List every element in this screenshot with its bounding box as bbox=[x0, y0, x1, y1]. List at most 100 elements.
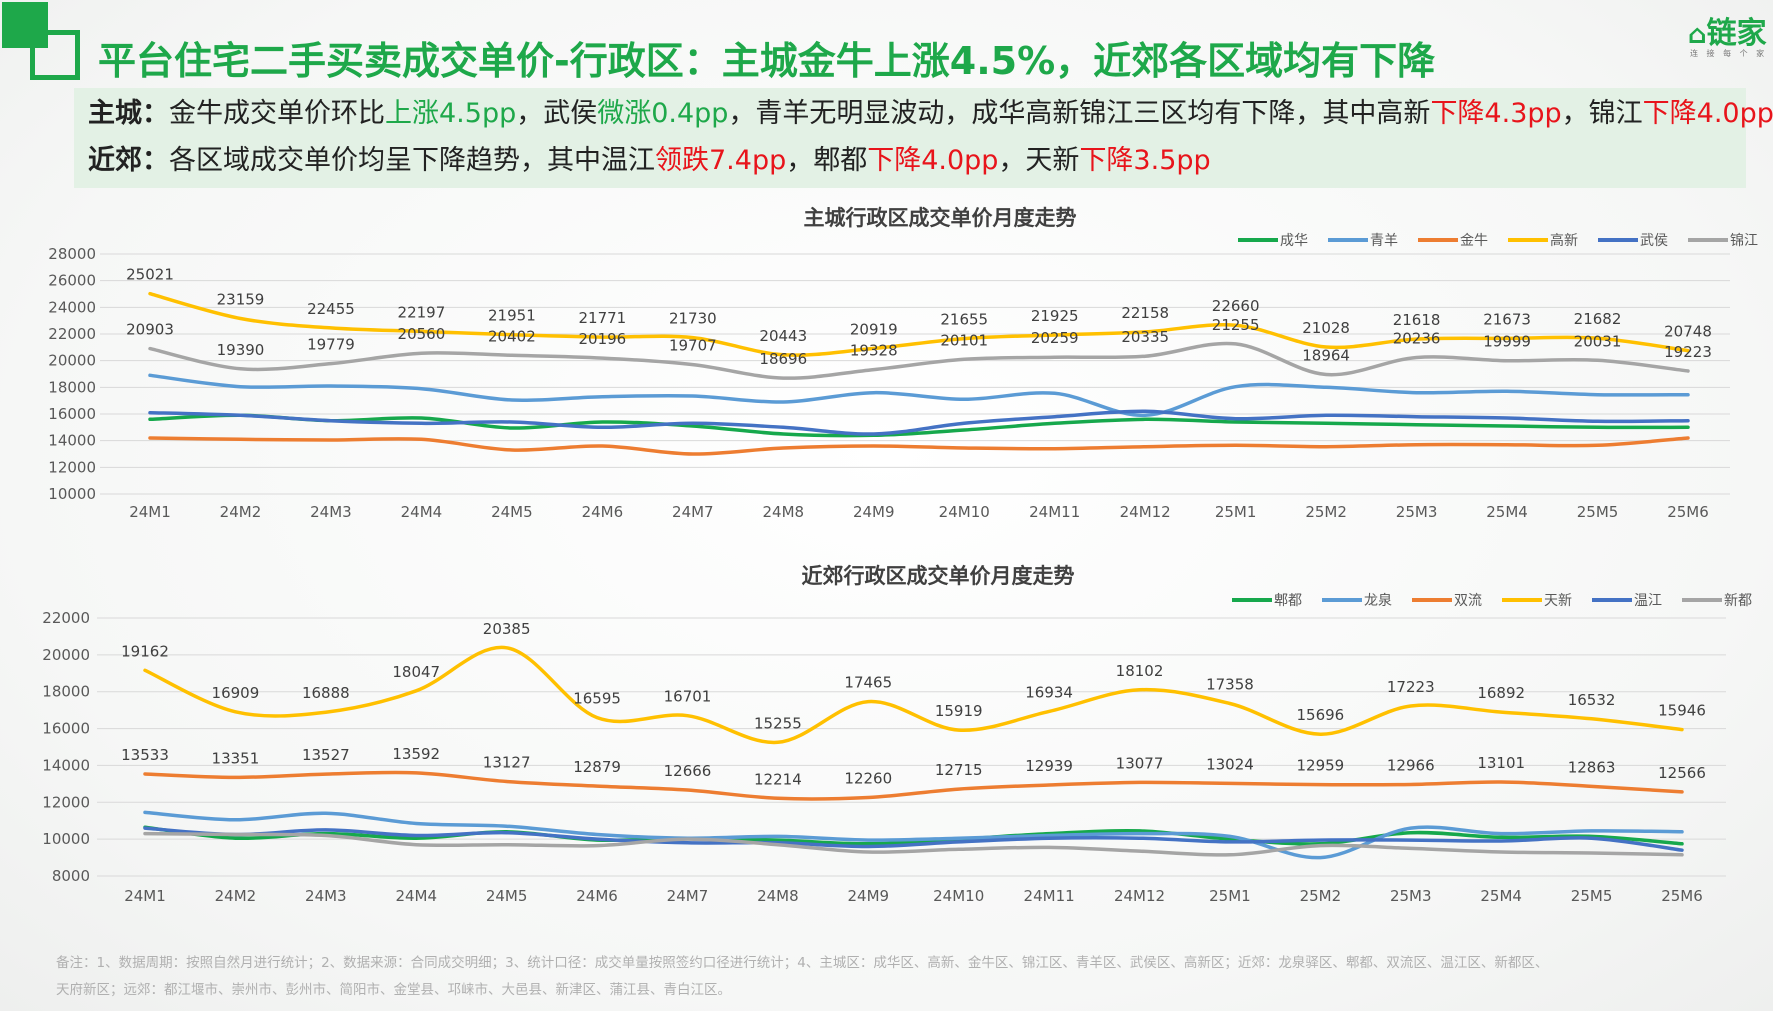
highlight-down: 下降3.5pp bbox=[1079, 145, 1211, 176]
x-tick-label: 25M6 bbox=[1667, 503, 1709, 521]
summary-label: 主城： bbox=[88, 98, 169, 129]
data-label: 16532 bbox=[1568, 691, 1616, 709]
x-tick-label: 25M4 bbox=[1480, 887, 1522, 905]
legend-label: 双流 bbox=[1454, 593, 1482, 609]
y-tick-label: 16000 bbox=[48, 405, 96, 423]
data-label: 12863 bbox=[1568, 758, 1616, 776]
highlight-down: 下降4.0pp bbox=[1642, 98, 1773, 129]
data-label: 19390 bbox=[217, 341, 265, 359]
data-label: 13077 bbox=[1116, 754, 1164, 772]
data-label: 15946 bbox=[1658, 702, 1706, 720]
data-label: 20335 bbox=[1121, 328, 1169, 346]
y-tick-label: 18000 bbox=[42, 683, 90, 701]
series-line bbox=[148, 409, 1690, 436]
data-label: 20903 bbox=[126, 321, 174, 339]
brand-logo: ⌂链家 bbox=[1688, 8, 1767, 52]
y-tick-label: 26000 bbox=[48, 272, 96, 290]
series-line bbox=[148, 413, 1690, 438]
data-label: 16595 bbox=[573, 690, 621, 708]
series-line bbox=[143, 645, 1684, 745]
data-label: 18102 bbox=[1116, 662, 1164, 680]
data-label: 13527 bbox=[302, 746, 350, 764]
y-tick-label: 12000 bbox=[42, 793, 90, 811]
x-tick-label: 25M5 bbox=[1577, 503, 1619, 521]
data-label: 20748 bbox=[1664, 323, 1712, 341]
legend-label: 天新 bbox=[1544, 593, 1572, 609]
data-label: 17358 bbox=[1206, 676, 1254, 694]
data-label: 17465 bbox=[844, 674, 892, 692]
x-tick-label: 25M6 bbox=[1661, 887, 1703, 905]
x-tick-label: 24M2 bbox=[220, 503, 262, 521]
x-tick-label: 24M7 bbox=[672, 503, 714, 521]
x-tick-label: 24M6 bbox=[576, 887, 618, 905]
data-label: 20101 bbox=[940, 331, 988, 349]
highlight-up: 上涨4.5pp bbox=[385, 98, 517, 129]
data-label: 25021 bbox=[126, 266, 174, 284]
data-label: 12666 bbox=[664, 762, 712, 780]
x-tick-label: 24M11 bbox=[1029, 503, 1080, 521]
data-label: 19328 bbox=[850, 342, 898, 360]
data-label: 18696 bbox=[759, 350, 807, 368]
data-label: 16892 bbox=[1477, 684, 1525, 702]
house-icon: ⌂ bbox=[1688, 20, 1707, 50]
x-tick-label: 24M10 bbox=[939, 503, 990, 521]
data-label: 16888 bbox=[302, 684, 350, 702]
x-tick-label: 24M9 bbox=[848, 887, 890, 905]
data-label: 12959 bbox=[1296, 757, 1344, 775]
data-label: 21771 bbox=[578, 309, 626, 327]
data-label: 19162 bbox=[121, 642, 169, 660]
data-label: 19779 bbox=[307, 336, 355, 354]
data-label: 20443 bbox=[759, 327, 807, 345]
data-label: 15919 bbox=[935, 702, 983, 720]
legend-label: 龙泉 bbox=[1364, 592, 1392, 609]
data-label: 12566 bbox=[1658, 764, 1706, 782]
data-label: 15696 bbox=[1296, 706, 1344, 724]
highlight-down: 下降4.0pp bbox=[867, 145, 999, 176]
data-label: 12214 bbox=[754, 770, 802, 788]
legend-label: 温江 bbox=[1634, 593, 1662, 609]
legend-label: 成华 bbox=[1280, 233, 1308, 249]
y-tick-label: 20000 bbox=[48, 352, 96, 370]
legend-label: 新都 bbox=[1724, 593, 1752, 609]
brand-slogan: 连 接 每 个 家 的 故 事 bbox=[1690, 49, 1773, 58]
data-label: 13351 bbox=[212, 749, 260, 767]
x-tick-label: 24M5 bbox=[491, 503, 533, 521]
chart-title: 主城行政区成交单价月度走势 bbox=[804, 206, 1077, 230]
chart-title: 近郊行政区成交单价月度走势 bbox=[802, 564, 1075, 588]
data-label: 13533 bbox=[121, 746, 169, 764]
data-label: 21730 bbox=[669, 310, 717, 328]
summary-box: 主城：金牛成交单价环比上涨4.5pp，武侯微涨0.4pp，青羊无明显波动，成华高… bbox=[74, 88, 1773, 188]
data-label: 20236 bbox=[1393, 330, 1441, 348]
data-label: 16934 bbox=[1025, 683, 1073, 701]
y-tick-label: 18000 bbox=[48, 378, 96, 396]
data-label: 16701 bbox=[664, 688, 712, 706]
x-tick-label: 25M2 bbox=[1300, 887, 1342, 905]
data-label: 20196 bbox=[578, 330, 626, 348]
series-line bbox=[143, 831, 1684, 857]
corner-logo-frame bbox=[30, 30, 80, 80]
data-label: 19223 bbox=[1664, 343, 1712, 361]
data-label: 13127 bbox=[483, 754, 531, 772]
data-label: 17223 bbox=[1387, 678, 1435, 696]
y-tick-label: 16000 bbox=[42, 720, 90, 738]
data-label: 20919 bbox=[850, 320, 898, 338]
summary-label: 近郊： bbox=[88, 145, 169, 176]
x-tick-label: 24M4 bbox=[395, 887, 437, 905]
data-label: 19707 bbox=[669, 337, 717, 355]
data-label: 20402 bbox=[488, 327, 536, 345]
data-label: 22197 bbox=[398, 303, 446, 321]
data-label: 20560 bbox=[398, 325, 446, 343]
y-tick-label: 22000 bbox=[42, 609, 90, 627]
corner-logo-block bbox=[2, 2, 48, 48]
page-title: 平台住宅二手买卖成交单价-行政区：主城金牛上涨4.5%，近郊各区域均有下降 bbox=[98, 39, 1436, 83]
footnote-line: 备注：1、数据周期：按照自然月进行统计；2、数据来源：合同成交明细；3、统计口径… bbox=[56, 955, 1549, 971]
data-label: 21925 bbox=[1031, 307, 1079, 325]
data-label: 21028 bbox=[1302, 319, 1350, 337]
series-line bbox=[148, 373, 1690, 418]
data-label: 13024 bbox=[1206, 755, 1254, 773]
series-line bbox=[143, 810, 1684, 860]
series-line bbox=[148, 436, 1690, 456]
legend-label: 高新 bbox=[1550, 232, 1578, 249]
x-tick-label: 24M12 bbox=[1114, 887, 1165, 905]
x-tick-label: 25M3 bbox=[1396, 503, 1438, 521]
